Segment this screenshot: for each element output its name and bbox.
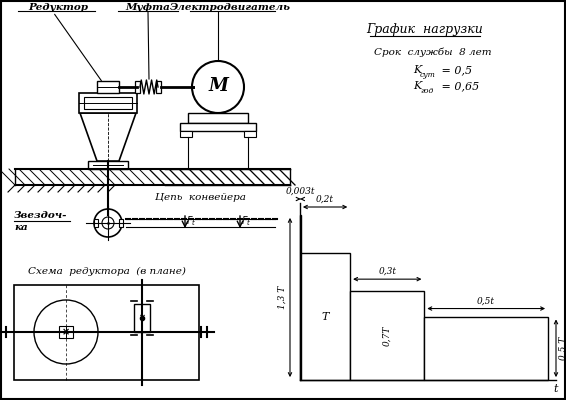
Text: 0,2t: 0,2t [316, 195, 334, 204]
Text: 0,003t: 0,003t [286, 187, 315, 196]
Circle shape [192, 61, 244, 113]
Bar [88, 161, 128, 169]
Text: Цепь  конвейера: Цепь конвейера [155, 194, 246, 202]
Text: Муфта: Муфта [126, 2, 170, 12]
Text: 1,3 T: 1,3 T [278, 286, 287, 309]
Bar [300, 215, 301, 380]
Bar [180, 123, 256, 131]
Text: 0,5 T: 0,5 T [559, 337, 566, 360]
Bar [79, 93, 137, 113]
Circle shape [34, 300, 98, 364]
Text: Срок  службы  8 лет: Срок службы 8 лет [374, 47, 492, 57]
Text: M: M [208, 77, 228, 95]
Text: K: K [413, 81, 421, 91]
Text: Редуктор: Редуктор [28, 2, 88, 12]
Bar [59, 326, 73, 338]
Text: ×: × [62, 327, 70, 337]
Text: 0,3t: 0,3t [378, 267, 396, 276]
Bar [94, 219, 98, 227]
Text: Схема  редуктора  (в плане): Схема редуктора (в плане) [28, 266, 186, 276]
Text: Звездоч-: Звездоч- [14, 210, 67, 220]
Text: Электродвигатель: Электродвигатель [169, 2, 290, 12]
Bar [350, 291, 424, 380]
Bar [84, 97, 132, 109]
Bar [180, 131, 192, 137]
Bar [301, 253, 350, 380]
Text: 0,7T: 0,7T [383, 325, 392, 346]
Text: = 0,65: = 0,65 [438, 81, 479, 91]
Text: ×: × [139, 314, 145, 322]
Bar [134, 304, 150, 332]
Text: сут: сут [420, 71, 436, 79]
Bar [244, 131, 256, 137]
Circle shape [94, 209, 122, 237]
Polygon shape [80, 113, 136, 161]
Text: ка: ка [14, 222, 28, 232]
Bar [14, 285, 199, 380]
Bar [135, 81, 140, 93]
Text: $F_t$: $F_t$ [241, 214, 251, 228]
Text: = 0,5: = 0,5 [438, 65, 472, 75]
Text: 0,5t: 0,5t [477, 296, 495, 306]
Bar [119, 219, 123, 227]
Text: K: K [413, 65, 421, 75]
Text: $F_t$: $F_t$ [186, 214, 196, 228]
Text: График  нагрузки: График нагрузки [367, 24, 483, 36]
Bar [97, 81, 119, 93]
Bar [156, 81, 161, 93]
Text: t: t [553, 384, 558, 394]
Text: год: год [420, 87, 434, 95]
Circle shape [102, 217, 114, 229]
Text: T: T [322, 312, 329, 322]
Bar [188, 113, 248, 123]
Bar [424, 316, 548, 380]
